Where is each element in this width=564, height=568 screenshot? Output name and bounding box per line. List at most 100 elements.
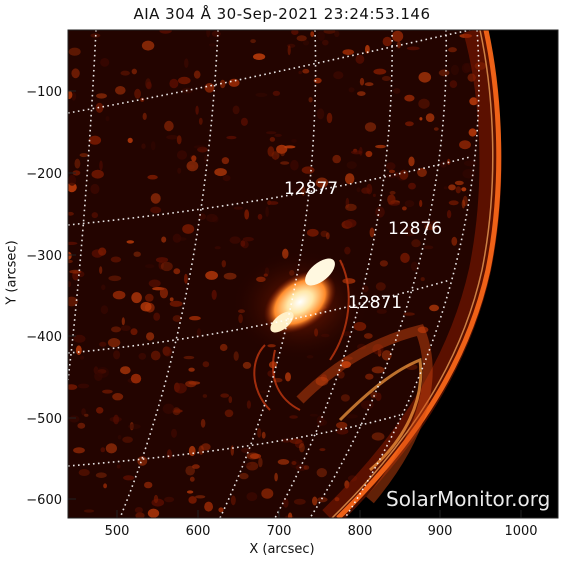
loop-arcade <box>296 324 433 504</box>
texture-blob <box>288 512 293 518</box>
texture-blob <box>220 393 230 398</box>
texture-blob <box>341 361 352 369</box>
texture-blob <box>336 428 349 435</box>
y-axis-ticks <box>68 90 76 500</box>
texture-blob <box>361 187 371 194</box>
texture-blob <box>348 87 355 93</box>
texture-blob <box>79 355 85 360</box>
texture-blob <box>317 31 326 42</box>
texture-blob <box>260 390 269 394</box>
texture-blob <box>313 77 322 84</box>
texture-blob <box>403 312 415 316</box>
texture-blob <box>164 496 175 503</box>
texture-blob <box>129 422 134 431</box>
texture-blob <box>186 160 199 172</box>
texture-blob <box>159 287 168 299</box>
texture-blob <box>240 240 246 247</box>
texture-blob <box>147 508 160 518</box>
y-tick-label: −200 <box>26 167 62 182</box>
texture-blob <box>376 309 387 314</box>
longitude-line <box>274 30 393 518</box>
texture-blob <box>72 170 81 176</box>
texture-blob <box>309 413 319 417</box>
texture-blob <box>359 77 365 86</box>
texture-blob <box>438 69 450 77</box>
texture-blob <box>206 213 218 223</box>
texture-blob <box>211 289 217 300</box>
texture-blob <box>228 78 240 87</box>
texture-blob <box>365 150 373 158</box>
texture-blob <box>134 88 142 99</box>
texture-blob <box>393 88 401 94</box>
texture-blob <box>233 206 244 210</box>
texture-blob <box>449 80 458 88</box>
texture-blob <box>150 350 161 361</box>
texture-blob <box>123 475 135 481</box>
texture-blob <box>239 472 249 480</box>
texture-blob <box>246 452 259 460</box>
active-region-label: 12876 <box>388 219 442 239</box>
texture-blob <box>109 416 122 422</box>
texture-blob <box>189 316 201 321</box>
texture-blob <box>120 325 131 331</box>
texture-blob <box>276 144 288 154</box>
texture-blob <box>285 372 291 382</box>
texture-blob <box>381 350 392 361</box>
texture-blob <box>218 507 224 513</box>
texture-blob <box>408 182 416 190</box>
texture-blob <box>202 394 208 398</box>
plot-frame <box>67 29 559 519</box>
texture-blob <box>408 156 415 167</box>
texture-blob <box>289 438 303 445</box>
texture-blob <box>316 468 327 478</box>
texture-blob <box>91 169 104 179</box>
texture-blob <box>68 259 73 264</box>
texture-blob <box>219 79 226 89</box>
texture-blob <box>319 448 326 452</box>
texture-blob <box>230 445 234 456</box>
texture-blob <box>312 496 318 506</box>
texture-blob <box>334 30 340 38</box>
texture-blob <box>345 197 350 209</box>
texture-blob <box>315 376 329 386</box>
texture-blob <box>173 268 181 275</box>
texture-blob <box>240 117 248 126</box>
texture-blob <box>195 105 199 115</box>
texture-blob <box>208 43 216 47</box>
texture-blob <box>425 113 435 122</box>
heliographic-grid <box>68 30 480 518</box>
latitude-line <box>68 279 451 354</box>
texture-blob <box>144 481 153 489</box>
texture-blob <box>176 150 188 160</box>
texture-blob <box>68 241 78 245</box>
texture-blob <box>261 488 274 499</box>
texture-blob <box>115 86 126 95</box>
texture-blob <box>211 30 221 37</box>
texture-blob <box>120 366 131 375</box>
texture-blob <box>365 44 370 54</box>
watermark: SolarMonitor.org <box>386 487 550 511</box>
texture-blob <box>100 447 106 453</box>
texture-blob <box>346 161 357 170</box>
texture-blob <box>131 68 137 75</box>
texture-blob <box>303 465 310 470</box>
texture-blob <box>137 456 148 466</box>
texture-blob <box>241 240 249 249</box>
texture-blob <box>430 220 439 228</box>
y-tick-label: −500 <box>26 412 62 427</box>
texture-blob <box>174 383 187 394</box>
texture-blob <box>133 251 141 257</box>
texture-blob <box>455 186 461 194</box>
texture-blob <box>68 47 81 56</box>
texture-blob <box>161 236 167 243</box>
texture-blob <box>90 183 100 195</box>
texture-blob <box>402 206 407 211</box>
texture-blob <box>326 112 333 124</box>
texture-blob <box>96 407 104 414</box>
texture-blob <box>145 264 155 269</box>
texture-blob <box>258 457 263 468</box>
texture-blob <box>295 464 308 471</box>
texture-blob <box>302 68 310 74</box>
texture-blob <box>375 206 385 218</box>
texture-blob <box>185 465 195 476</box>
